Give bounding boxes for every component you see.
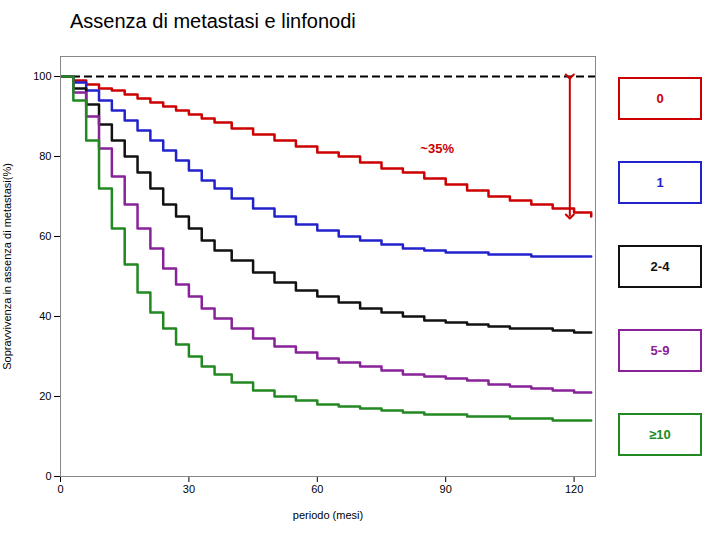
svg-text:60: 60 (311, 483, 323, 495)
html-text:1: 1 (656, 174, 664, 190)
html-text:Assenza di metastasi e linfono: Assenza di metastasi e linfonodi (70, 10, 356, 32)
svg-text:0: 0 (57, 483, 63, 495)
svg-text:periodo (mesi): periodo (mesi) (293, 509, 363, 521)
svg-text:Sopravvivenza in assenza di me: Sopravvivenza in assenza di metastasi(%) (1, 163, 13, 370)
svg-text:0: 0 (45, 470, 51, 482)
svg-text:120: 120 (565, 483, 583, 495)
svg-text:60: 60 (39, 230, 51, 242)
html-text:5-9: 5-9 (650, 342, 670, 358)
html-text:≥10: ≥10 (649, 426, 671, 442)
svg-text:100: 100 (33, 70, 51, 82)
svg-text:20: 20 (39, 390, 51, 402)
svg-text:30: 30 (183, 483, 195, 495)
html-text:0: 0 (656, 90, 664, 106)
svg-text:90: 90 (440, 483, 452, 495)
svg-text:~35%: ~35% (420, 141, 454, 156)
svg-text:40: 40 (39, 310, 51, 322)
html-text:2-4: 2-4 (650, 258, 670, 274)
svg-text:80: 80 (39, 150, 51, 162)
